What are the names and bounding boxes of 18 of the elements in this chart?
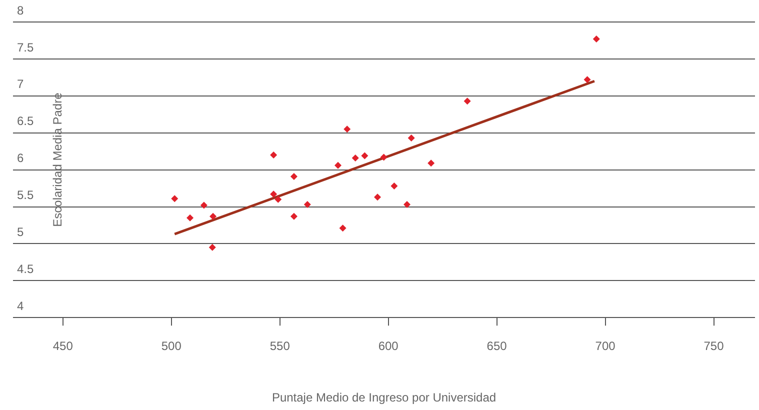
x-tick-label: 600 [378,339,399,354]
x-tick-label: 500 [161,339,182,354]
y-tick-label: 4 [17,298,24,313]
x-tick-label: 750 [704,339,724,354]
x-tick-label: 450 [52,339,74,354]
y-tick-label: 4.5 [17,262,34,276]
y-tick-label: 6 [17,151,24,166]
x-tick-label: 650 [486,339,508,354]
y-tick-label: 7 [17,77,24,92]
y-tick-label: 5.5 [17,188,34,202]
y-tick-label: 8 [17,3,24,18]
x-tick-label: 550 [270,339,290,354]
x-axis-title: Puntaje Medio de Ingreso por Universidad [272,390,496,404]
y-tick-label: 6.5 [17,114,34,128]
x-tick-label: 700 [595,339,616,354]
y-tick-label: 7.5 [17,40,34,54]
y-tick-label: 5 [17,225,24,240]
y-axis-title: Escolaridad Media Padre [50,92,64,227]
